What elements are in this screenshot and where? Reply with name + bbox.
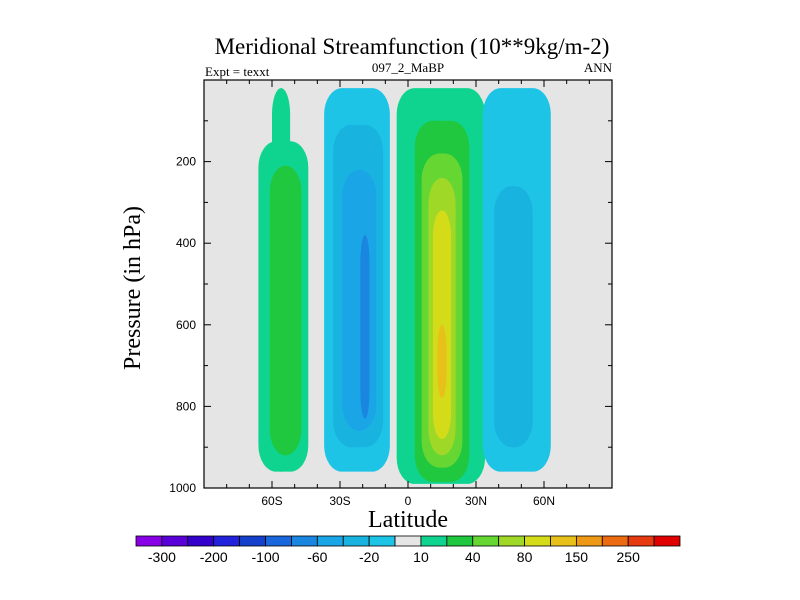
colorbar-swatch bbox=[265, 535, 292, 547]
colorbar-label: -60 bbox=[307, 549, 327, 565]
y-axis-label: Pressure (in hPa) bbox=[120, 206, 146, 370]
colorbar-swatch bbox=[394, 535, 422, 547]
colorbar-label: 250 bbox=[617, 549, 641, 565]
contour-nh-hadley-max bbox=[432, 210, 452, 440]
colorbar-swatch bbox=[187, 535, 215, 547]
x-tick-label: 30N bbox=[465, 494, 487, 508]
colorbar-swatch bbox=[161, 535, 189, 547]
plot-area: 60S 30S 0 30N 60N 200 400 600 800 1000 bbox=[169, 79, 613, 508]
contour-sh-ferrel-cell-inner bbox=[269, 165, 302, 456]
colorbar-swatch bbox=[213, 535, 241, 547]
colorbar-swatch bbox=[601, 535, 629, 547]
x-tick-label: 0 bbox=[405, 494, 412, 508]
y-tick-label: 200 bbox=[176, 155, 196, 169]
y-tick-label: 800 bbox=[176, 399, 196, 413]
colorbar-swatch bbox=[627, 535, 655, 547]
contour-nh-hadley-peak bbox=[437, 324, 447, 399]
colorbar-swatch bbox=[291, 535, 318, 547]
contour-sh-hadley-inner bbox=[342, 169, 377, 431]
colorbar: -300 -200 -100 -60 -20 10 40 80 150 250 bbox=[135, 535, 681, 565]
colorbar-swatch bbox=[135, 535, 163, 547]
chart-title: Meridional Streamfunction (10**9kg/m-2) bbox=[215, 34, 610, 59]
colorbar-label: 10 bbox=[413, 549, 429, 565]
colorbar-swatch bbox=[575, 535, 603, 547]
x-tick-label: 60N bbox=[533, 494, 555, 508]
experiment-label: Expt = texxt bbox=[205, 64, 270, 79]
colorbar-label: -200 bbox=[200, 549, 228, 565]
colorbar-label: -100 bbox=[252, 549, 280, 565]
case-label: 097_2_MaBP bbox=[372, 60, 444, 75]
colorbar-swatch bbox=[550, 535, 577, 547]
contour-fills bbox=[258, 88, 551, 484]
colorbar-swatch bbox=[498, 535, 525, 547]
colorbar-swatch bbox=[368, 535, 396, 547]
contour-nh-ferrel-cell-inner bbox=[494, 186, 533, 448]
colorbar-label: -300 bbox=[148, 549, 176, 565]
colorbar-label: -20 bbox=[359, 549, 379, 565]
x-axis: 60S 30S 0 30N 60N bbox=[226, 80, 590, 508]
colorbar-swatch bbox=[316, 535, 344, 547]
colorbar-swatch bbox=[446, 535, 474, 547]
x-axis-label: Latitude bbox=[368, 507, 448, 533]
colorbar-swatch bbox=[653, 535, 681, 547]
colorbar-swatch bbox=[342, 535, 370, 547]
colorbar-swatch bbox=[472, 535, 500, 547]
colorbar-label: 150 bbox=[565, 549, 589, 565]
x-tick-label: 60S bbox=[261, 494, 282, 508]
colorbar-swatch bbox=[239, 535, 266, 547]
colorbar-label: 40 bbox=[465, 549, 481, 565]
y-axis: 200 400 600 800 1000 bbox=[169, 120, 612, 495]
season-label: ANN bbox=[584, 60, 613, 75]
y-tick-label: 400 bbox=[176, 236, 196, 250]
colorbar-swatch bbox=[524, 535, 551, 547]
y-tick-label: 1000 bbox=[169, 481, 196, 495]
colorbar-label: 80 bbox=[517, 549, 533, 565]
contour-sh-hadley-core bbox=[360, 235, 370, 419]
x-tick-label: 30S bbox=[329, 494, 350, 508]
y-tick-label: 600 bbox=[176, 318, 196, 332]
colorbar-swatch bbox=[420, 535, 448, 547]
